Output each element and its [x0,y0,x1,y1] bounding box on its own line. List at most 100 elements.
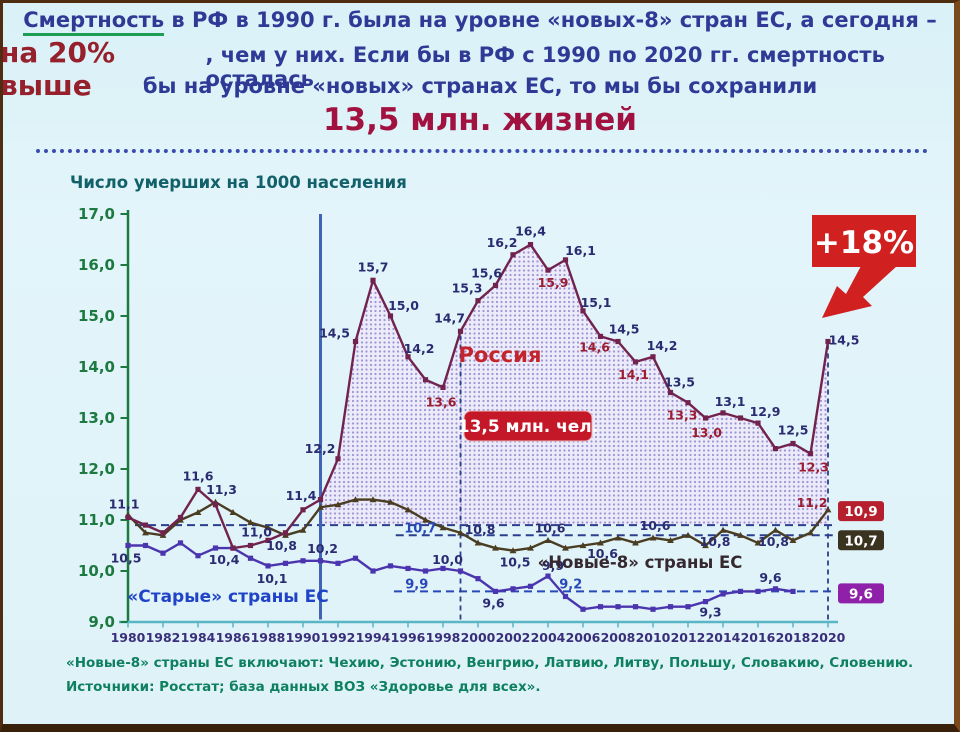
x-tick-label: 2000 [461,630,496,645]
oldeu-marker [527,583,534,589]
new8-point-label: 10,6 [640,518,671,533]
arrow-down-left-icon [822,266,897,318]
headline-line-1: Смертность в РФ в 1990 г. была на уровне… [0,8,960,36]
x-tick-label: 1980 [111,630,146,645]
headline-line-3: бы на уровне «новых» странах ЕС, то мы б… [142,74,818,98]
russia-marker [545,267,551,273]
x-tick-label: 1998 [426,630,461,645]
russia-marker [195,486,201,492]
headline-line-2-rest: , чем у них. Если бы в РФ с 1990 по 2020… [205,43,885,91]
russia-point-label: 15,1 [581,295,612,310]
chart-axis-title: Число умерших на 1000 населения [70,173,407,192]
new8-marker [684,531,692,538]
value-badge-label: 9,6 [849,586,873,602]
russia-marker [632,359,639,365]
new8-marker [649,534,657,541]
russia-marker [737,415,744,421]
new8-marker [317,503,324,510]
oldeu-marker [282,560,289,566]
russia-marker [580,308,586,314]
russia-marker [265,537,271,543]
russia-point-label: 14,5 [609,322,640,337]
russia-point-label: 14,2 [647,338,678,353]
x-tick-label: 1994 [356,630,391,645]
x-tick-label: 2014 [706,630,741,645]
russia-marker [720,410,726,416]
new8-point-label: 11,3 [206,482,237,497]
oldeu-marker [510,586,516,592]
dashed-line-label: 9,9 [405,577,428,592]
new8-marker [527,544,534,551]
russia-marker [772,446,779,452]
new8-point-label: 10,8 [700,534,731,549]
value-badge-label: 10,7 [844,533,877,549]
saved-lives-hatch-area [320,244,828,526]
x-tick-label: 2016 [741,630,776,645]
russia-marker [615,338,621,345]
headline-line-2: на 20% выше , чем у них. Если бы в РФ с 1… [0,36,960,102]
oldeu-marker [755,588,761,594]
russia-point-label: 13,0 [691,425,722,440]
oldeu-marker [265,563,271,569]
russia-point-label: 15,3 [452,281,483,296]
new8-marker [369,496,377,503]
x-tick-label: 1990 [286,630,321,645]
headline-word-mortality: Смертность [23,8,165,36]
x-tick-label: 2012 [671,630,706,645]
oldeu-point-label: 10,0 [432,552,463,567]
oldeu-marker [615,604,621,610]
russia-marker [405,354,411,360]
russia-marker [300,507,306,513]
x-tick-label: 2002 [496,630,531,645]
new8-marker [789,537,797,543]
headline-emphasis-20pct: на 20% выше [0,36,116,102]
pct-increase-badge [812,215,916,267]
russia-point-label: 12,9 [750,404,781,419]
russia-marker [650,354,656,360]
new8-point-label: 10,6 [535,520,566,535]
oldeu-marker [562,593,569,600]
x-tick-label: 1992 [321,630,356,645]
russia-marker [790,440,796,447]
new8-marker [474,539,482,546]
x-tick-label: 1986 [216,630,251,645]
russia-point-label: 11,6 [183,468,214,483]
new8-series-label: «Новые-8» страны ЕС [538,553,743,572]
new8-point-label: 11,2 [797,495,828,510]
oldeu-marker [440,565,446,572]
oldeu-marker [632,604,639,610]
x-tick-label: 1988 [251,630,286,645]
russia-point-label: 12,2 [305,441,336,456]
russia-marker [510,252,516,258]
russia-point-label: 13,5 [664,375,695,390]
oldeu-marker [650,606,656,612]
russia-marker [125,514,131,521]
oldeu-marker [335,560,341,566]
new8-marker [772,526,779,533]
russia-marker [475,298,481,304]
russia-point-label: 16,2 [487,235,518,250]
new8-marker [404,506,412,513]
oldeu-marker [457,568,464,574]
saved-people-badge [463,410,593,442]
new8-marker [509,547,517,554]
oldeu-marker [195,553,201,559]
russia-marker [352,338,359,345]
dashed-line-label: 9,2 [559,577,582,592]
y-tick-label: 13,0 [78,409,115,427]
russia-point-label: 15,6 [471,265,502,280]
russia-point-label: 16,4 [515,224,546,239]
russia-marker [527,242,534,248]
x-tick-label: 2020 [811,630,846,645]
new8-marker [492,544,499,551]
new8-marker [264,524,272,531]
new8-marker [422,516,429,523]
russia-point-label: 14,1 [618,367,649,382]
oldeu-marker [772,586,779,592]
russia-point-label: 12,3 [798,460,829,475]
russia-marker [212,502,219,508]
new8-marker [719,526,727,533]
russia-marker [702,415,709,421]
russia-marker [247,542,254,549]
